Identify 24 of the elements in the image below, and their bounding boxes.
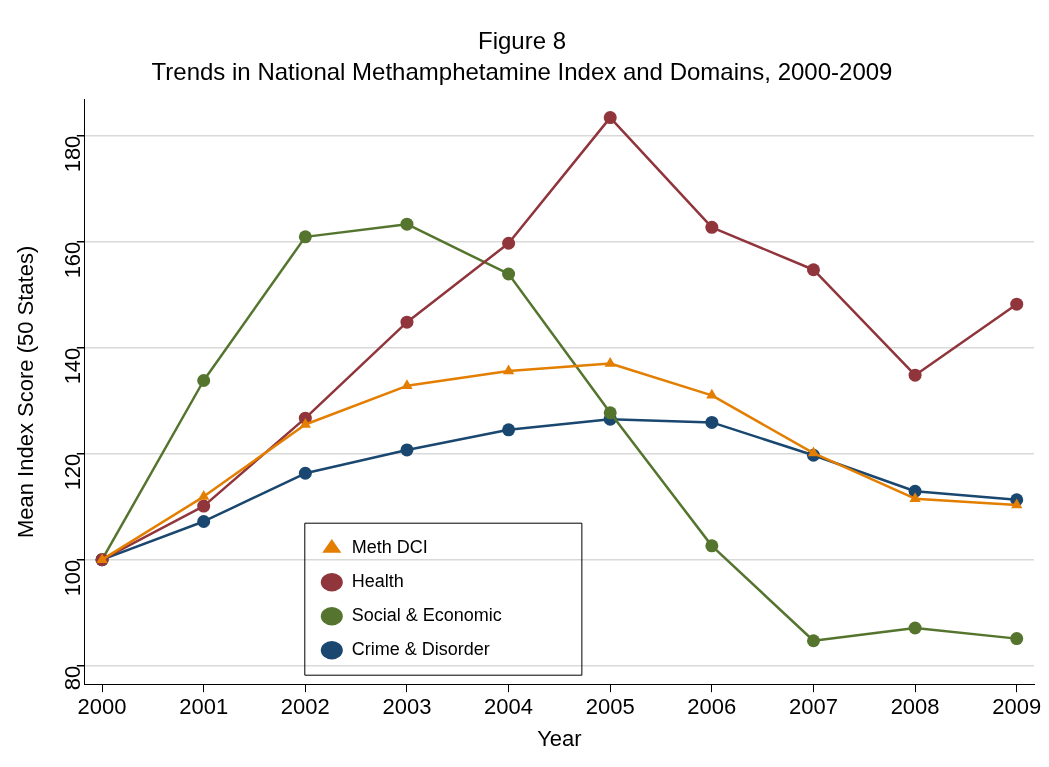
x-tick-label: 2000 (77, 694, 127, 720)
y-tick-label: 100 (59, 559, 85, 597)
legend-label: Social & Economic (351, 605, 502, 626)
y-tick-label: 120 (59, 453, 85, 491)
x-tick-label: 2008 (890, 694, 940, 720)
y-tick-label: 140 (59, 347, 85, 385)
x-tick-label: 2004 (484, 694, 534, 720)
legend-label: Crime & Disorder (351, 639, 490, 660)
x-tick-label: 2001 (179, 694, 229, 720)
y-tick-label: 80 (59, 665, 85, 691)
y-axis-title: Mean Index Score (50 States) (13, 245, 39, 539)
x-tick-label: 2003 (382, 694, 432, 720)
chart-title: Figure 8 (477, 27, 567, 55)
x-tick-label: 2009 (992, 694, 1042, 720)
chart-subtitle: Trends in National Methamphetamine Index and Domains, 2000-2009 (151, 57, 893, 85)
legend-label: Health (351, 571, 404, 592)
y-tick-label: 160 (59, 241, 85, 279)
x-tick-label: 2002 (280, 694, 330, 720)
x-axis-title: Year (537, 725, 582, 751)
x-tick-label: 2005 (585, 694, 635, 720)
y-tick-label: 180 (59, 135, 85, 173)
x-tick-label: 2006 (687, 694, 737, 720)
legend-label: Meth DCI (351, 537, 428, 558)
x-tick-label: 2007 (788, 694, 838, 720)
